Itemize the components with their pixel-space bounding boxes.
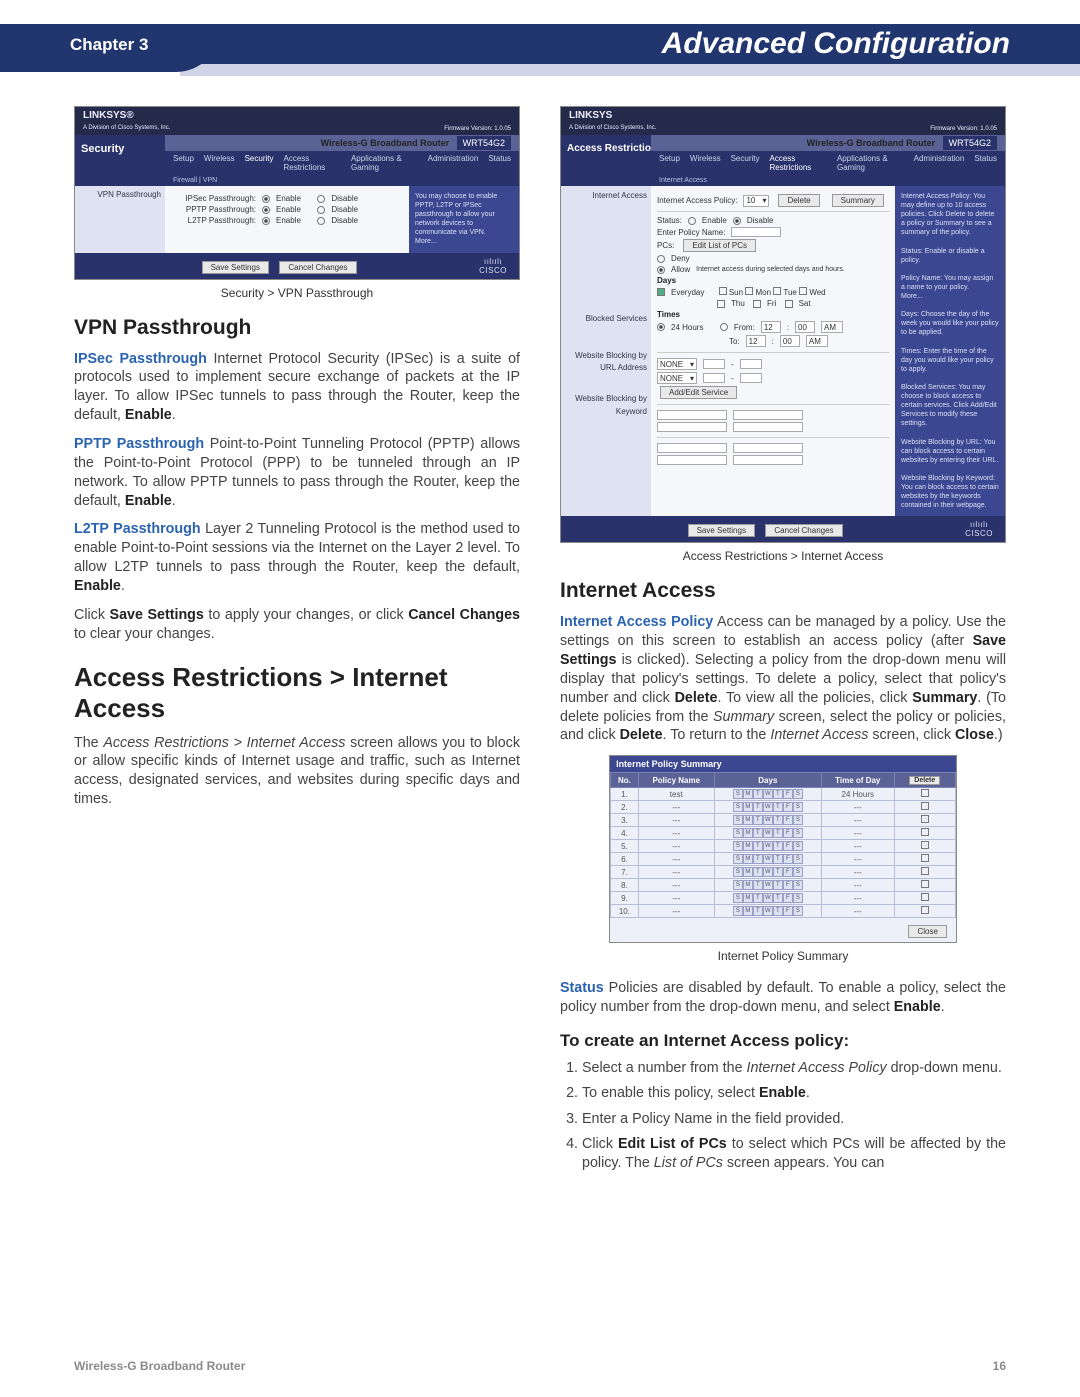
- step-1: Select a number from the Internet Access…: [582, 1059, 1006, 1078]
- nav-row: SetupWirelessSecurityAccess Restrictions…: [165, 151, 519, 175]
- close-button[interactable]: Close: [908, 925, 946, 938]
- fig-side-title: Security: [75, 135, 165, 186]
- chapter-tab: Chapter 3: [0, 24, 220, 72]
- h-vpn-passthrough: VPN Passthrough: [74, 316, 520, 340]
- p-status: Status Policies are disabled by default.…: [560, 979, 1006, 1017]
- brand: LINKSYS: [569, 110, 612, 121]
- summary-button[interactable]: Summary: [832, 194, 884, 207]
- fig1-caption: Security > VPN Passthrough: [74, 286, 520, 300]
- h-internet-access: Internet Access: [560, 579, 1006, 603]
- p-policy: Internet Access Policy Access can be man…: [560, 613, 1006, 745]
- p-click-save: Click Save Settings to apply your change…: [74, 606, 520, 644]
- p-access-intro: The Access Restrictions > Internet Acces…: [74, 734, 520, 809]
- cancel-button[interactable]: Cancel Changes: [279, 261, 356, 274]
- brand-sub: A Division of Cisco Systems, Inc.: [569, 125, 656, 131]
- model: WRT54G2: [943, 136, 997, 150]
- save-button[interactable]: Save Settings: [202, 261, 269, 274]
- step-4: Click Edit List of PCs to select which P…: [582, 1135, 1006, 1174]
- cancel-button[interactable]: Cancel Changes: [765, 524, 842, 537]
- policy-summary-table: Internet Policy Summary No.Policy NameDa…: [609, 755, 957, 943]
- titlebar: Wireless-G Broadband Router: [321, 138, 449, 148]
- left-column: LINKSYS® A Division of Cisco Systems, Inc…: [74, 106, 520, 1180]
- brand: LINKSYS®: [83, 110, 134, 121]
- fig-subside: VPN Passthrough: [75, 186, 165, 253]
- cisco-logo: ıılıılıCISCO: [965, 520, 993, 538]
- fig1-help: You may choose to enable PPTP, L2TP or I…: [409, 186, 519, 253]
- ribbon-title: Advanced Configuration: [662, 27, 1010, 61]
- fig-side-title: Access Restrictions: [561, 135, 651, 186]
- footer-left: Wireless-G Broadband Router: [74, 1359, 245, 1373]
- h-access-restrictions: Access Restrictions > Internet Access: [74, 662, 520, 724]
- p-ipsec: IPSec Passthrough Internet Protocol Secu…: [74, 350, 520, 425]
- h-create-policy: To create an Internet Access policy:: [560, 1031, 1006, 1051]
- fig2-caption: Access Restrictions > Internet Access: [560, 549, 1006, 563]
- footer-page: 16: [993, 1359, 1006, 1373]
- fig-security-vpn: LINKSYS® A Division of Cisco Systems, Inc…: [74, 106, 520, 280]
- fw-version: Firmware Version: 1.0.05: [444, 126, 511, 132]
- fig1-form: IPSec Passthrough:Enable DisablePPTP Pas…: [165, 186, 409, 253]
- fig2-form: Internet Access Policy:10▾DeleteSummary …: [651, 186, 895, 516]
- delete-button[interactable]: Delete: [778, 194, 819, 207]
- p-l2tp: L2TP Passthrough Layer 2 Tunneling Proto…: [74, 520, 520, 595]
- titlebar: Wireless-G Broadband Router: [807, 138, 935, 148]
- page-header: Advanced Configuration Chapter 3: [0, 0, 1080, 72]
- steps-list: Select a number from the Internet Access…: [560, 1059, 1006, 1173]
- brand-sub: A Division of Cisco Systems, Inc.: [83, 125, 170, 131]
- page-footer: Wireless-G Broadband Router 16: [74, 1359, 1006, 1373]
- chapter-label: Chapter 3: [70, 35, 148, 54]
- addservice-button[interactable]: Add/Edit Service: [660, 386, 737, 399]
- step-3: Enter a Policy Name in the field provide…: [582, 1110, 1006, 1129]
- nav-row: SetupWirelessSecurityAccess Restrictions…: [651, 151, 1005, 175]
- p-pptp: PPTP Passthrough Point-to-Point Tunnelin…: [74, 435, 520, 510]
- cisco-logo: ıılıılıCISCO: [479, 257, 507, 275]
- subnav: Internet Access: [651, 175, 1005, 186]
- poltable-caption: Internet Policy Summary: [560, 949, 1006, 963]
- step-2: To enable this policy, select Enable.: [582, 1084, 1006, 1103]
- poltable-title: Internet Policy Summary: [610, 756, 956, 772]
- save-button[interactable]: Save Settings: [688, 524, 755, 537]
- header-ribbon: Advanced Configuration: [180, 24, 1080, 64]
- right-column: LINKSYS A Division of Cisco Systems, Inc.…: [560, 106, 1006, 1180]
- fig2-sidelabels: Internet Access Blocked Services Website…: [561, 186, 651, 516]
- subnav: Firewall | VPN: [165, 175, 519, 186]
- model: WRT54G2: [457, 136, 511, 150]
- fig-access-restrictions: LINKSYS A Division of Cisco Systems, Inc.…: [560, 106, 1006, 543]
- fw-version: Firmware Version: 1.0.05: [930, 126, 997, 132]
- fig2-help: Internet Access Policy: You may define u…: [895, 186, 1005, 516]
- ribbon-underline: [180, 64, 1080, 76]
- editlist-button[interactable]: Edit List of PCs: [683, 239, 756, 252]
